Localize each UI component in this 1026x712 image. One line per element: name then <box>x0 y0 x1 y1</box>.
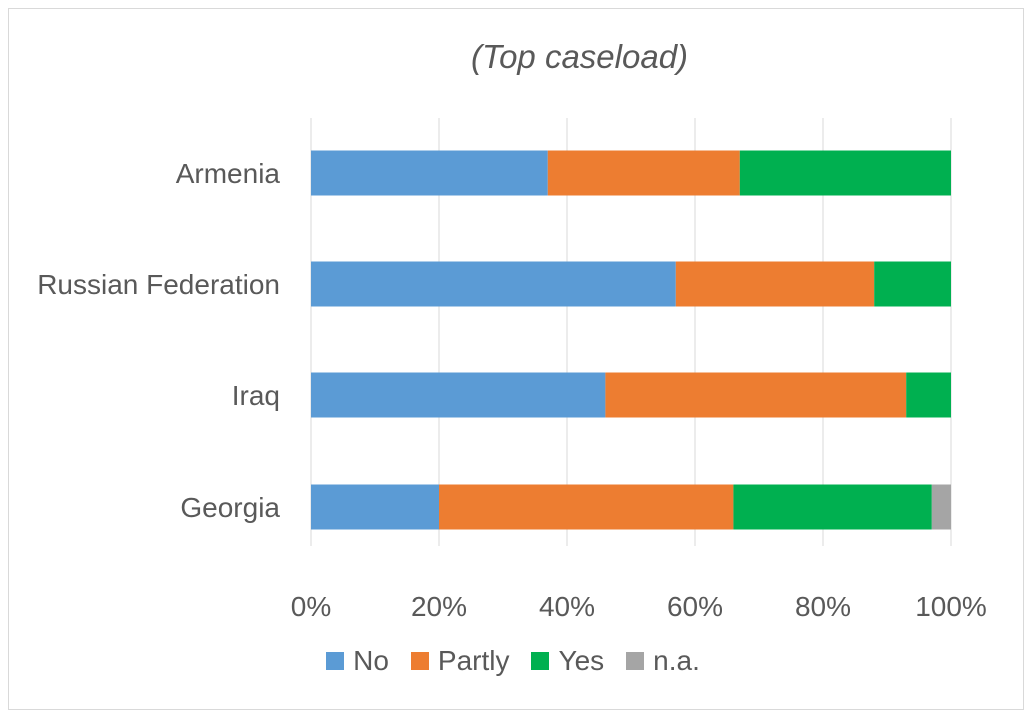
x-tick-label: 80% <box>795 591 851 622</box>
bar-segment <box>311 150 548 196</box>
category-label: Armenia <box>176 158 281 189</box>
x-tick-label: 0% <box>291 591 331 622</box>
chart-frame <box>8 8 1024 710</box>
category-label: Iraq <box>232 380 280 411</box>
bar-segment <box>605 372 907 418</box>
legend-item: Partly <box>410 645 510 677</box>
bar-segment <box>874 261 951 307</box>
x-tick-label: 20% <box>411 591 467 622</box>
legend-swatch <box>531 652 550 670</box>
legend-swatch <box>626 652 645 670</box>
bars <box>311 150 951 530</box>
legend-label: n.a. <box>653 645 700 676</box>
x-tick-label: 100% <box>915 591 987 622</box>
bar-segment <box>311 261 676 307</box>
bar-segment <box>733 484 932 530</box>
bar-segment <box>675 261 875 307</box>
chart-title: (Top caseload) <box>470 38 689 75</box>
bar-segment <box>906 372 951 418</box>
legend-label: No <box>353 645 389 676</box>
category-labels: Armenia Russian Federation Iraq Georgia <box>37 158 280 523</box>
bar-segment <box>439 484 734 530</box>
legend-label: Partly <box>437 645 510 676</box>
bar-segment <box>547 150 740 196</box>
legend-swatch <box>410 652 429 670</box>
bar-segment <box>311 372 606 418</box>
bar-segment <box>311 484 439 530</box>
legend-item: Yes <box>531 645 604 677</box>
legend-item: n.a. <box>626 645 700 677</box>
bar-segment <box>931 484 951 530</box>
x-tick-labels: 0% 20% 40% 60% 80% 100% <box>291 591 987 622</box>
x-tick-label: 40% <box>539 591 595 622</box>
category-label: Russian Federation <box>37 269 280 300</box>
bar-segment <box>739 150 951 196</box>
category-label: Georgia <box>180 492 280 523</box>
x-tick-label: 60% <box>667 591 723 622</box>
legend: No Partly Yes n.a. <box>0 645 1026 677</box>
legend-item: No <box>326 645 389 677</box>
legend-label: Yes <box>558 645 605 676</box>
legend-swatch <box>326 652 345 670</box>
